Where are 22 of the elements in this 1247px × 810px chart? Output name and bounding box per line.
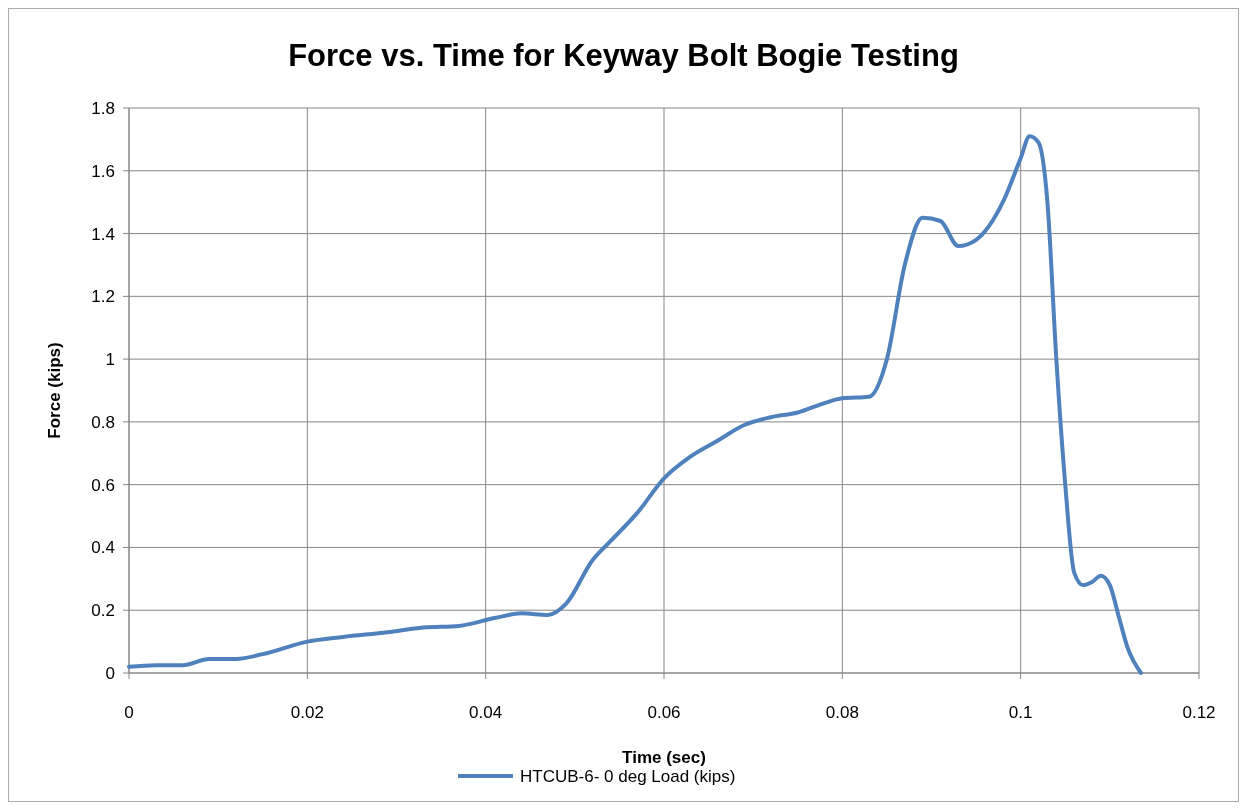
line-series xyxy=(127,134,1144,675)
chart-title: Force vs. Time for Keyway Bolt Bogie Testing xyxy=(288,38,959,73)
x-tick-label: 0.1 xyxy=(1008,703,1033,722)
y-tick-label: 0.8 xyxy=(91,412,115,432)
x-tick-label: 0.08 xyxy=(825,703,859,722)
y-tick-label: 1.2 xyxy=(91,287,115,307)
y-tick-label: 0.2 xyxy=(91,601,115,621)
x-tick-label: 0.02 xyxy=(290,703,324,722)
x-tick-label: 0.12 xyxy=(1182,703,1216,722)
y-tick-label: 0 xyxy=(105,664,115,683)
x-tick-label: 0.04 xyxy=(469,703,503,722)
x-axis-title: Time (sec) xyxy=(622,748,706,767)
legend-label: HTCUB-6- 0 deg Load (kips) xyxy=(520,767,736,786)
x-tick-label: 0 xyxy=(124,703,134,722)
y-axis-title: Force (kips) xyxy=(45,342,64,439)
x-tick-label: 0.06 xyxy=(647,703,681,722)
y-tick-label: 0.6 xyxy=(91,475,115,495)
y-tick-label: 1.4 xyxy=(91,224,115,244)
y-tick-label: 1 xyxy=(105,350,115,370)
y-tick-label: 0.4 xyxy=(91,538,115,558)
y-tick-label: 1.6 xyxy=(91,161,115,181)
y-tick-label: 1.8 xyxy=(91,99,115,118)
